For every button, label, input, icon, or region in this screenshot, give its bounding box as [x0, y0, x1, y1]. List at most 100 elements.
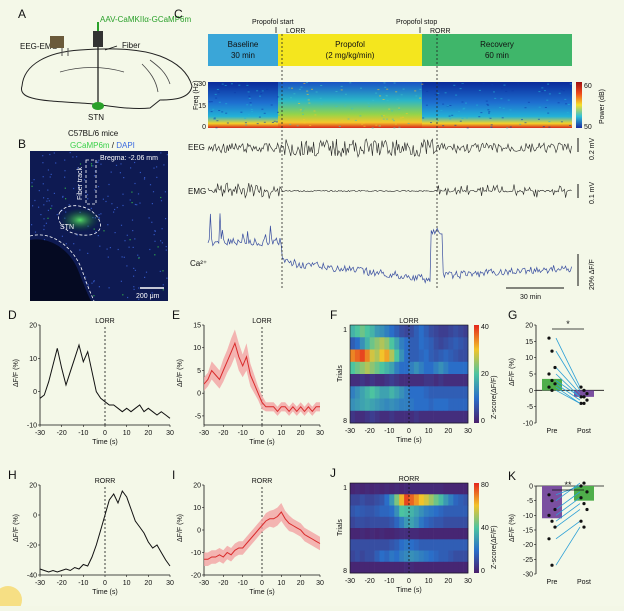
heatmap-cell	[413, 361, 420, 375]
event-label: RORR	[399, 476, 420, 483]
heatmap-cell	[458, 539, 464, 551]
heatmap-cell	[458, 398, 464, 412]
heatmap-cell	[389, 361, 395, 375]
data-point-pre	[547, 385, 551, 389]
heatmap-cell	[404, 483, 410, 495]
paired-line	[555, 367, 581, 394]
heatmap-cell	[433, 539, 439, 551]
heatmap-cell	[359, 337, 365, 350]
row-first-label: 1	[343, 485, 347, 492]
x-axis-label: Time (s)	[396, 437, 421, 444]
x-tick-label: 20	[297, 430, 305, 437]
heatmap-cell	[409, 374, 415, 387]
heatmap-cell	[418, 386, 424, 399]
heatmap-cell	[384, 361, 390, 375]
heatmap-cell	[413, 337, 420, 350]
heatmap-cell	[374, 550, 380, 563]
heatmap-cell	[428, 539, 434, 551]
heatmap-cell	[409, 337, 415, 350]
x-tick-label: 10	[425, 428, 433, 435]
heatmap-cell	[418, 505, 424, 518]
data-point-post	[579, 401, 583, 405]
heatmap-cell	[364, 374, 370, 387]
heatmap-cell	[433, 349, 439, 363]
heatmap-cell	[404, 410, 410, 424]
heatmap-cell	[364, 550, 370, 563]
heatmap-cell	[369, 505, 375, 518]
heatmap-cell	[448, 516, 454, 529]
heatmap-cell	[394, 516, 400, 529]
heatmap-cell	[359, 516, 365, 529]
heatmap-cell	[374, 337, 380, 350]
heatmap-cell	[404, 325, 410, 338]
data-point-pre	[550, 499, 554, 503]
paired-line	[555, 383, 581, 401]
heatmap-cell	[463, 550, 469, 563]
colorbar-tick: 40	[481, 525, 489, 532]
colorbar-tick: 20	[481, 371, 489, 378]
x-axis-label: Time (s)	[92, 589, 117, 596]
bar-panels: G 20 15 10 5 0 -5 -10 ΔF/F (%) Pre Post * K 0 -5 -10 -15…	[508, 308, 604, 586]
data-point-pre	[550, 349, 554, 353]
heatmap-cell	[389, 349, 395, 363]
heatmap-cell	[433, 398, 439, 412]
x-tick-label: -10	[238, 580, 248, 587]
heatmap-cell	[443, 398, 449, 412]
event-label: LORR	[95, 318, 114, 325]
y-tick-label: 0	[33, 389, 37, 396]
data-point-post	[585, 392, 589, 396]
heatmap-cell	[364, 516, 370, 529]
heatmap-cell	[458, 349, 464, 363]
heatmap-cell	[463, 361, 469, 375]
baseline-block	[208, 34, 278, 66]
corner-sun-decoration	[0, 586, 22, 611]
heatmap-cell	[364, 361, 370, 375]
heatmap-cell	[379, 561, 385, 574]
heatmap-cell	[433, 410, 439, 424]
heatmap-cell	[404, 561, 410, 574]
heatmap-cell	[364, 398, 370, 412]
x-tick-label: 10	[425, 578, 433, 585]
heatmap-cell	[350, 325, 356, 338]
heatmap-cell	[409, 561, 415, 574]
y-tick-label: -40	[27, 573, 37, 580]
heatmap-cell	[438, 349, 444, 363]
heatmap-cell	[443, 550, 449, 563]
heatmap-cell	[463, 494, 469, 506]
zscore-colorbar	[474, 483, 479, 573]
heatmap-cell	[399, 398, 405, 412]
heatmap-cell	[354, 374, 361, 387]
heatmap-cell	[354, 361, 361, 375]
heatmap-cell	[443, 410, 449, 424]
stain-label: GCaMP6m / DAPI	[70, 141, 135, 150]
y-tick-label: -10	[523, 421, 533, 428]
heatmap-cell	[384, 528, 390, 540]
data-point-pre	[550, 388, 554, 392]
heatmap-cell	[433, 361, 439, 375]
data-point-post	[579, 385, 583, 389]
heatmap-cell	[399, 483, 405, 495]
heatmap-cell	[418, 539, 424, 551]
data-point-post	[579, 484, 583, 488]
data-point-post	[582, 481, 586, 485]
heatmap-cell	[453, 516, 459, 529]
heatmap-cell	[359, 483, 365, 495]
heatmap-cell	[399, 325, 405, 338]
x-axis-label: Time (s)	[396, 587, 421, 594]
heatmap-cell	[399, 539, 405, 551]
x-tick-label: 30	[316, 580, 324, 587]
heatmap-cell	[433, 337, 439, 350]
data-point-post	[579, 395, 583, 399]
heatmap-cell	[379, 386, 385, 399]
heatmap-cell	[369, 374, 375, 387]
heatmap-cell	[404, 386, 410, 399]
heatmap-cell	[394, 349, 400, 363]
heatmap-cell	[453, 398, 459, 412]
heatmap-cell	[374, 539, 380, 551]
heatmap-cell	[369, 483, 375, 495]
emg-label: EMG	[188, 187, 206, 196]
heatmap-cell	[379, 494, 385, 506]
heatmap-cell	[374, 505, 380, 518]
